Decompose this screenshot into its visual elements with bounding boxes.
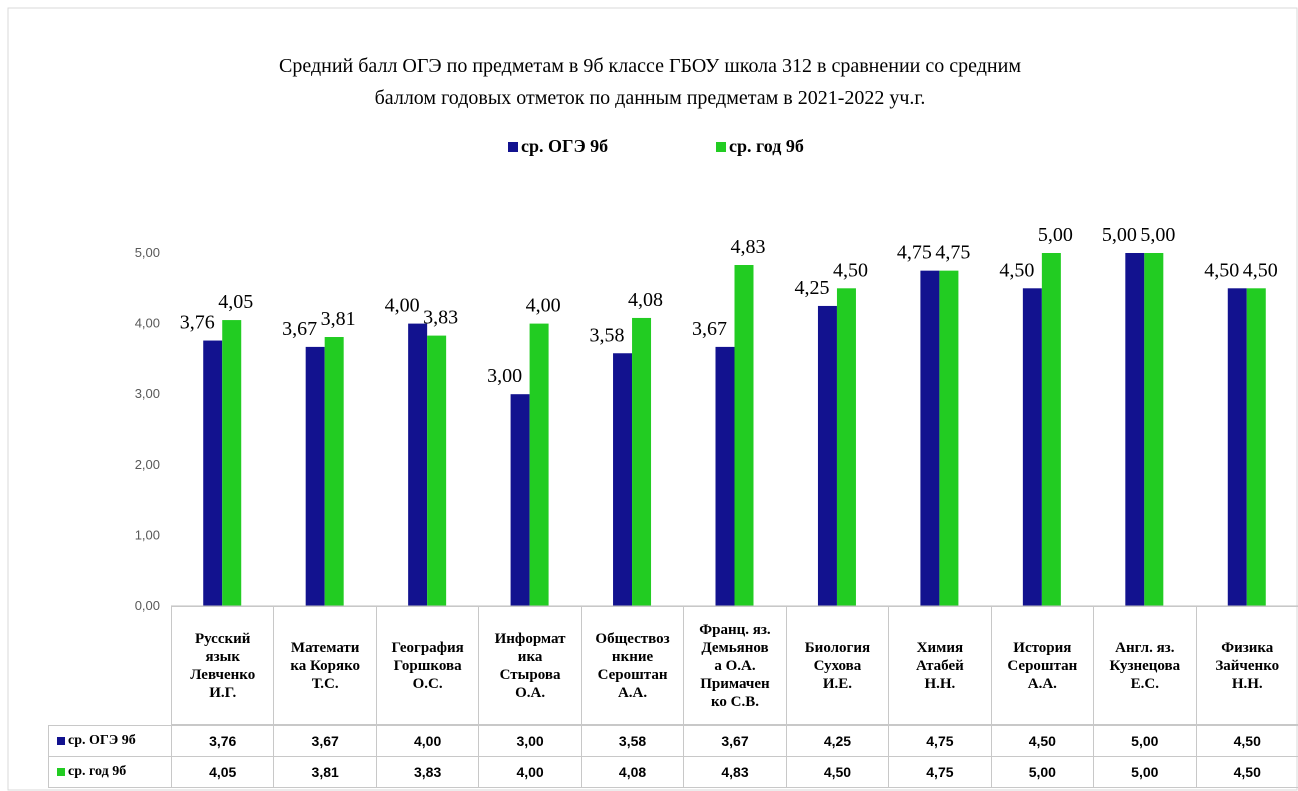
data-label: 4,75	[897, 242, 932, 264]
data-label: 3,81	[321, 308, 356, 330]
table-cell: 3,00	[478, 725, 582, 757]
table-cell: 5,00	[1093, 756, 1197, 788]
table-legend: ср. ОГЭ 9б	[48, 725, 172, 757]
legend-swatch	[57, 737, 65, 745]
bar	[817, 305, 837, 606]
legend-label: ср. ОГЭ 9б	[68, 733, 136, 748]
table-cell: 5,00	[990, 756, 1095, 788]
table-cell: 4,08	[580, 756, 685, 788]
y-tick-label: 5,00	[135, 245, 160, 260]
legend-item: ср. ОГЭ 9б	[508, 136, 608, 157]
data-label: 4,75	[935, 242, 970, 264]
data-label: 4,00	[385, 295, 420, 317]
bar	[1227, 288, 1247, 606]
table-cell: 3,83	[375, 756, 480, 788]
data-label: 4,25	[794, 277, 829, 299]
table-cell: 4,25	[785, 725, 890, 757]
category-label: Русский язык Левченко И.Г.	[171, 606, 275, 725]
category-label: Информат ика Стырова О.А.	[478, 606, 582, 725]
table-cell: 4,50	[1195, 756, 1298, 788]
category-label: История Сероштан А.А.	[990, 606, 1095, 725]
data-label: 4,50	[833, 259, 868, 281]
data-label: 4,50	[1243, 259, 1278, 281]
bar	[408, 323, 428, 606]
bar	[1041, 253, 1061, 606]
data-label: 3,67	[692, 318, 727, 340]
data-label: 4,05	[218, 291, 253, 313]
legend-swatch	[508, 142, 518, 152]
bar	[529, 323, 549, 606]
data-label: 3,58	[590, 324, 625, 346]
y-tick-label: 1,00	[135, 527, 160, 542]
table-cell: 4,75	[888, 756, 992, 788]
legend-label: ср. год 9б	[729, 136, 804, 156]
bar	[836, 288, 856, 606]
y-tick-label: 0,00	[135, 598, 160, 613]
table-cell: 4,50	[785, 756, 890, 788]
category-label: Химия Атабей Н.Н.	[888, 606, 992, 725]
table-cell: 3,67	[683, 725, 787, 757]
data-label: 4,50	[1204, 259, 1239, 281]
data-label: 5,00	[1140, 224, 1175, 246]
bar	[939, 270, 959, 606]
bar	[920, 270, 940, 606]
table-cell: 4,05	[171, 756, 275, 788]
bar	[613, 353, 633, 606]
bar	[510, 394, 530, 606]
data-label: 3,00	[487, 365, 522, 387]
legend-label: ср. ОГЭ 9б	[521, 136, 609, 156]
bar	[222, 320, 242, 606]
bar	[1125, 253, 1145, 606]
table-cell: 3,67	[273, 725, 377, 757]
data-label: 3,76	[180, 312, 215, 334]
bar	[305, 346, 325, 606]
bar	[1144, 253, 1164, 606]
legend-label: ср. год 9б	[68, 764, 127, 779]
data-label: 3,83	[423, 307, 458, 329]
table-cell: 3,76	[171, 725, 275, 757]
legend-swatch	[57, 768, 65, 776]
table-cell: 4,00	[375, 725, 480, 757]
category-label: Англ. яз. Кузнецова Е.С.	[1093, 606, 1197, 725]
bar	[632, 317, 652, 606]
bar	[324, 337, 344, 606]
table-cell: 4,00	[478, 756, 582, 788]
table-cell: 4,50	[1195, 725, 1298, 757]
table-cell: 4,75	[888, 725, 992, 757]
y-tick-label: 4,00	[135, 316, 160, 331]
data-label: 4,08	[628, 289, 663, 311]
table-legend: ср. год 9б	[48, 756, 172, 788]
legend-swatch	[716, 142, 726, 152]
category-label: Биология Сухова И.Е.	[785, 606, 890, 725]
category-label: Математи ка Коряко Т.С.	[273, 606, 377, 725]
data-label: 4,83	[731, 236, 766, 258]
data-label: 5,00	[1102, 224, 1137, 246]
chart-border	[7, 7, 1298, 791]
data-label: 3,67	[282, 318, 317, 340]
data-label: 4,00	[526, 295, 561, 317]
bar	[715, 346, 735, 606]
bar	[427, 335, 447, 606]
category-label: Франц. яз. Демьянов а О.А. Примачен ко С…	[683, 606, 787, 725]
y-tick-label: 3,00	[135, 386, 160, 401]
chart-title: Средний балл ОГЭ по предметам в 9б класс…	[279, 55, 1021, 109]
bar	[203, 340, 223, 606]
table-cell: 4,83	[683, 756, 787, 788]
bar	[1022, 288, 1042, 606]
data-label: 4,50	[999, 259, 1034, 281]
data-label: 5,00	[1038, 224, 1073, 246]
table-cell: 3,81	[273, 756, 377, 788]
table-cell: 3,58	[580, 725, 685, 757]
bar	[734, 265, 754, 606]
category-label: Физика Зайченко Н.Н.	[1195, 606, 1298, 725]
table-cell: 4,50	[990, 725, 1095, 757]
legend-item: ср. год 9б	[716, 136, 804, 157]
category-label: География Горшкова О.С.	[375, 606, 480, 725]
table-cell: 5,00	[1093, 725, 1197, 757]
bar	[1246, 288, 1266, 606]
category-label: Обществоз нкние Сероштан А.А.	[580, 606, 685, 725]
y-tick-label: 2,00	[135, 457, 160, 472]
